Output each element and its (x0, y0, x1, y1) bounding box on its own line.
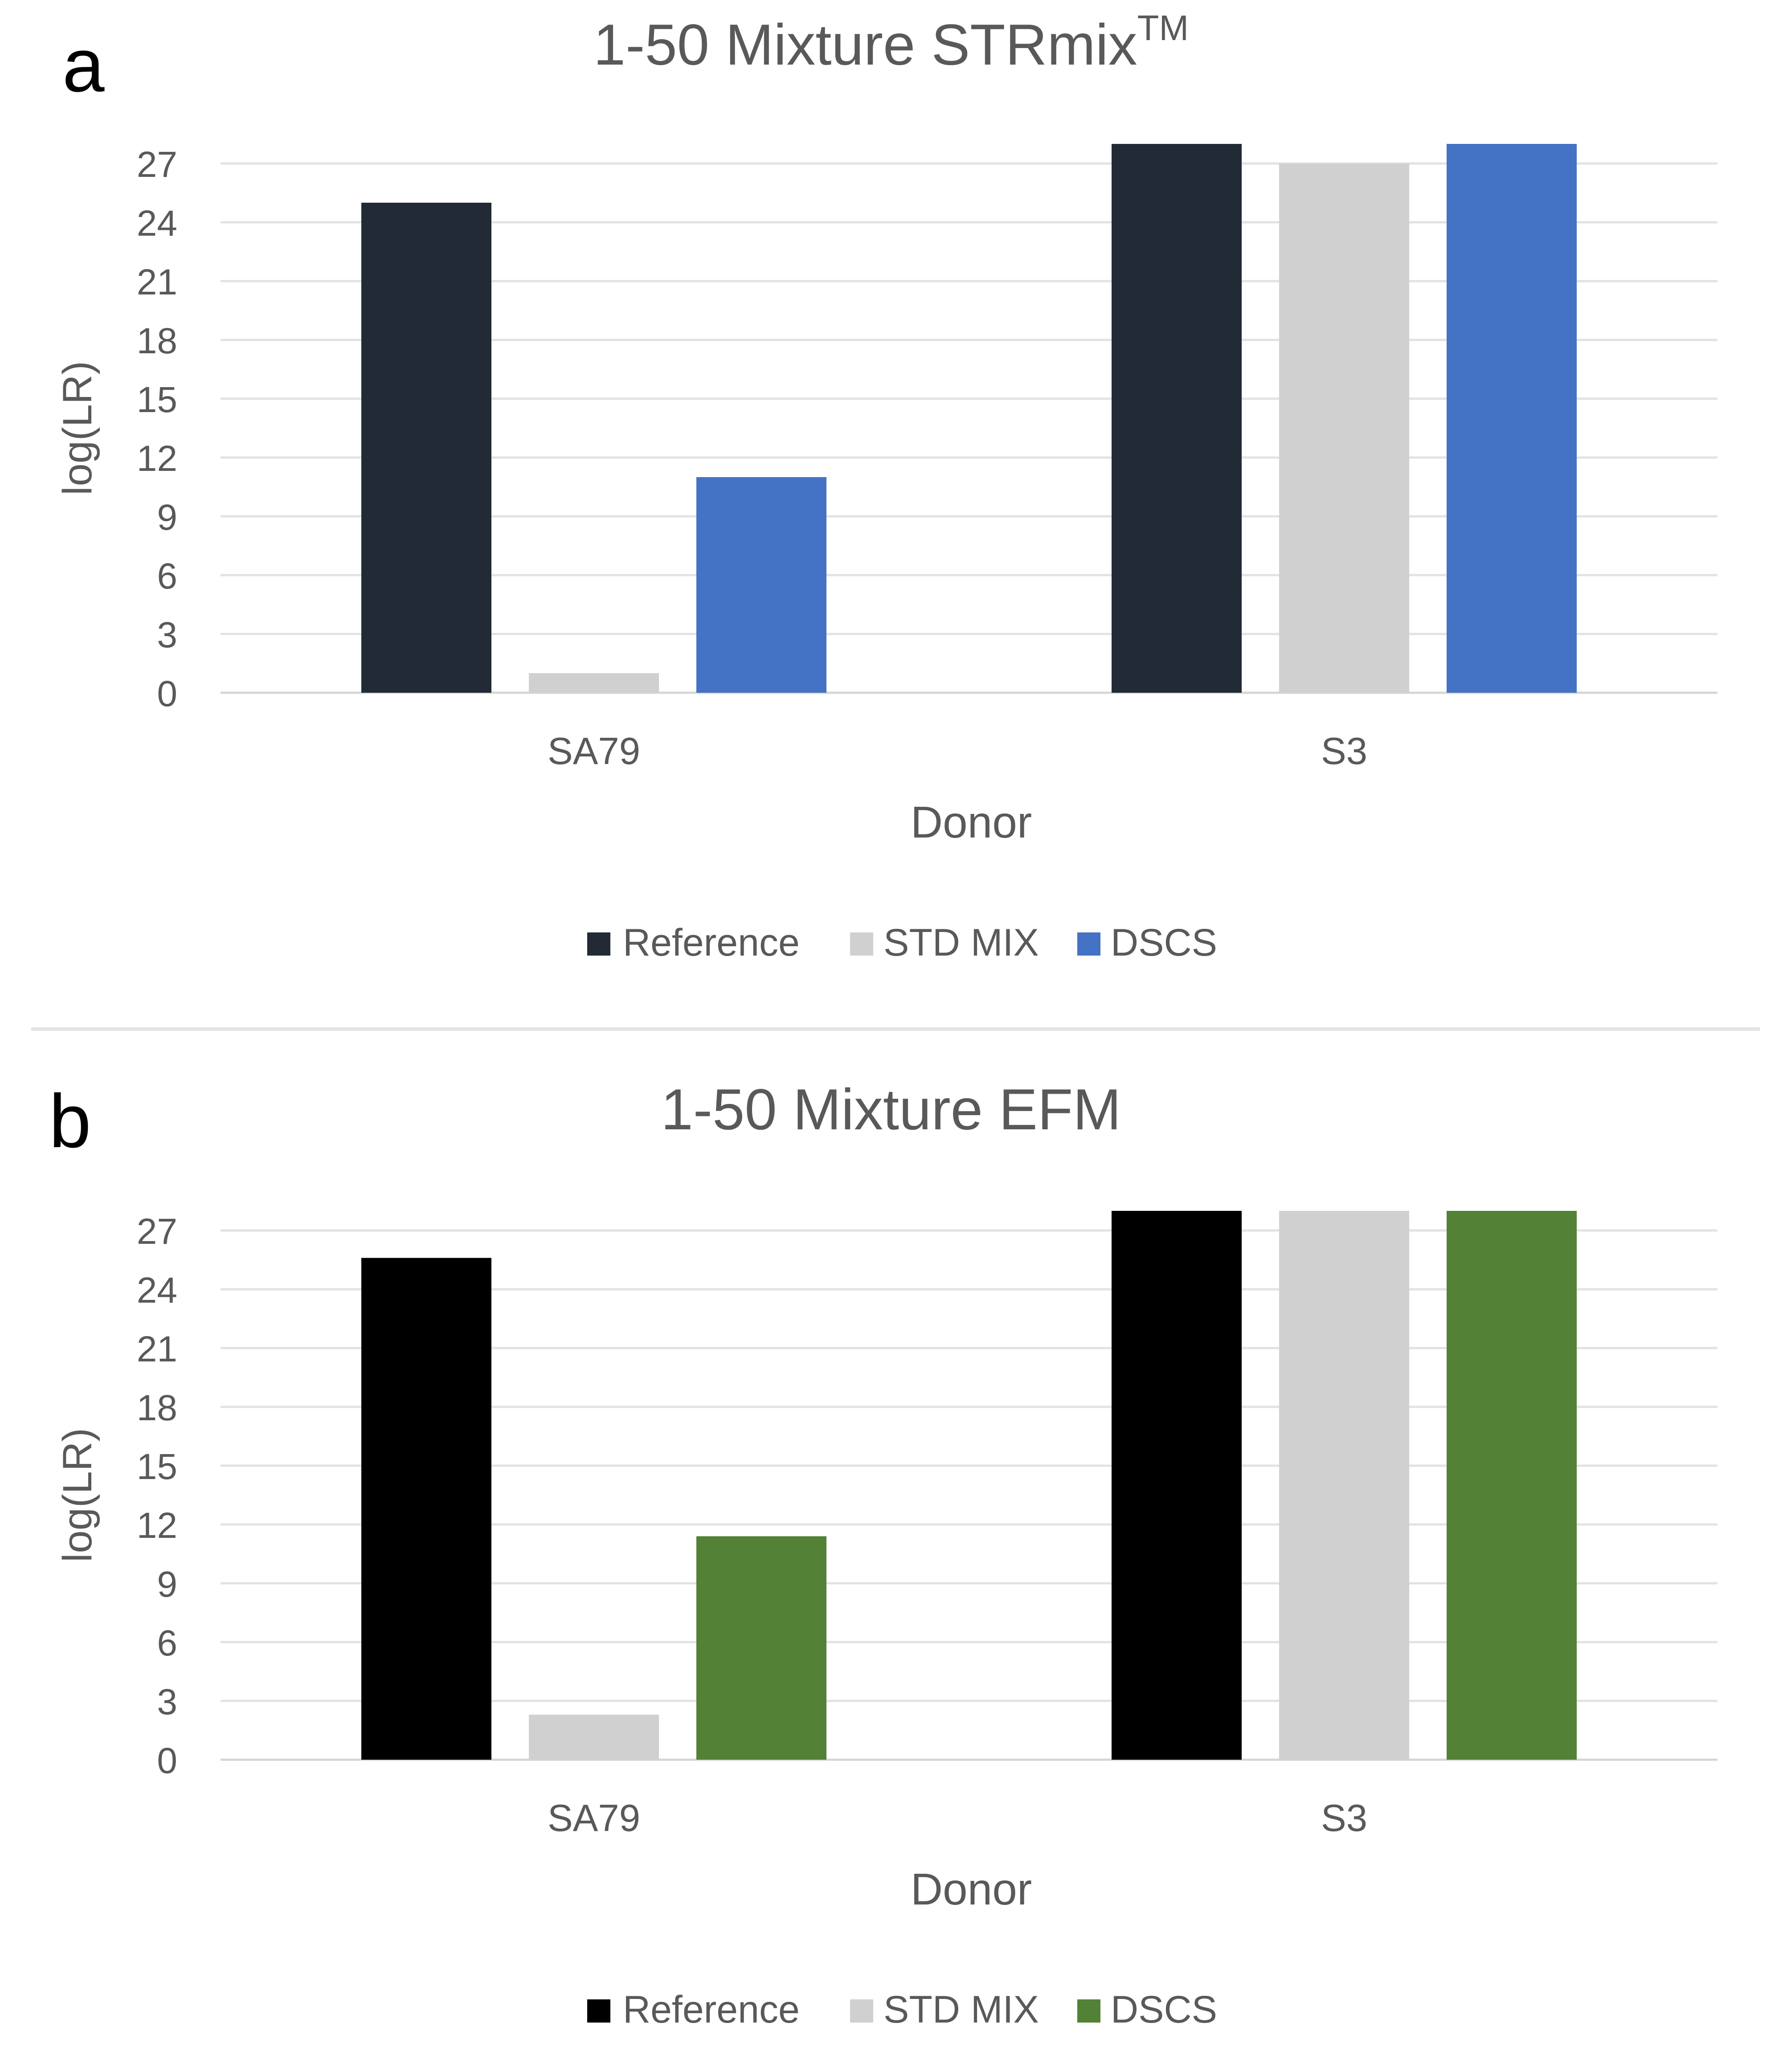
legend-label: DSCS (1111, 1988, 1217, 2031)
y-tick-label: 3 (157, 615, 177, 655)
y-axis-label: log(LR) (55, 361, 100, 495)
legend-label: Reference (623, 1988, 800, 2031)
chart-title: 1-50 Mixture STRmixTM (593, 8, 1189, 77)
legend-swatch (587, 1999, 610, 2023)
x-category-label: SA79 (548, 730, 640, 772)
y-tick-label: 27 (137, 144, 177, 185)
legend-swatch (850, 932, 873, 956)
y-tick-label: 24 (137, 1270, 177, 1311)
y-tick-label: 0 (157, 1741, 177, 1781)
chart-title-text: 1-50 Mixture STRmix (593, 12, 1137, 77)
chart-panel-b: b 1-50 Mixture EFM 0 3 6 9 12 15 18 21 24 27 log(L… (49, 1077, 1717, 2031)
chart-title: 1-50 Mixture EFM (661, 1077, 1121, 1142)
y-axis-label: log(LR) (55, 1428, 100, 1562)
y-tick-label: 24 (137, 203, 177, 244)
bar-dscs-s3 (1447, 1211, 1577, 1760)
x-axis-label: Donor (911, 1864, 1032, 1914)
y-tick-label: 12 (137, 438, 177, 479)
legend-label: STD MIX (883, 1988, 1039, 2031)
y-tick-label: 15 (137, 380, 177, 420)
x-axis-label: Donor (911, 797, 1032, 847)
legend-swatch (1077, 1999, 1100, 2023)
legend-label: DSCS (1111, 921, 1217, 964)
chart-title-superscript: TM (1137, 8, 1189, 48)
bar-reference-s3 (1112, 144, 1242, 693)
chart-panel-a: a 1-50 Mixture STRmixTM 0 3 6 9 12 15 18 21 24 27… (55, 8, 1717, 964)
y-tick-label: 6 (157, 556, 177, 597)
x-category-label: S3 (1321, 730, 1367, 772)
y-tick-label: 21 (137, 1329, 177, 1369)
chart-title-text: 1-50 Mixture EFM (661, 1077, 1121, 1142)
x-category-label: S3 (1321, 1797, 1367, 1839)
legend-swatch (587, 932, 610, 956)
bar-reference-s3 (1112, 1211, 1242, 1760)
bar-reference-sa79 (361, 203, 491, 693)
y-tick-label: 18 (137, 1388, 177, 1428)
y-tick-label: 12 (137, 1505, 177, 1546)
bar-reference-sa79 (361, 1258, 491, 1760)
y-tick-label: 9 (157, 1564, 177, 1605)
y-tick-label: 18 (137, 321, 177, 361)
y-tick-label: 9 (157, 497, 177, 538)
legend-swatch (850, 1999, 873, 2023)
legend-label: STD MIX (883, 921, 1039, 964)
bar-dscs-sa79 (696, 477, 826, 693)
y-tick-label: 0 (157, 674, 177, 714)
y-tick-label: 21 (137, 262, 177, 302)
bar-std-mix-sa79 (529, 673, 659, 693)
panel-letter: b (49, 1079, 91, 1164)
y-tick-label: 15 (137, 1447, 177, 1487)
y-tick-label: 27 (137, 1211, 177, 1252)
legend-label: Reference (623, 921, 800, 964)
bar-std-mix-s3 (1279, 1211, 1409, 1760)
bar-dscs-s3 (1447, 144, 1577, 693)
y-tick-label: 6 (157, 1623, 177, 1663)
x-category-label: SA79 (548, 1797, 640, 1839)
legend-swatch (1077, 932, 1100, 956)
bar-std-mix-s3 (1279, 163, 1409, 693)
panel-letter: a (62, 23, 105, 108)
y-tick-label: 3 (157, 1682, 177, 1722)
bar-std-mix-sa79 (529, 1714, 659, 1760)
bar-dscs-sa79 (696, 1536, 826, 1760)
